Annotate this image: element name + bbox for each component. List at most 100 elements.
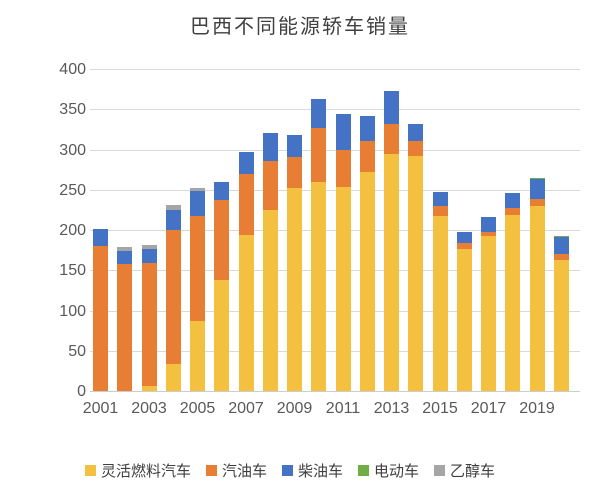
legend-item-乙醇车: 乙醇车 xyxy=(434,460,495,481)
bar-segment-2004-汽油车 xyxy=(165,230,181,365)
gridline-50 xyxy=(90,350,580,352)
x-tick-label-2005: 2005 xyxy=(179,400,216,417)
x-tick-label-2013: 2013 xyxy=(373,400,410,417)
legend-swatch-icon xyxy=(84,465,96,476)
y-tick-label-200: 200 xyxy=(59,222,86,239)
x-tick-label-2009: 2009 xyxy=(276,400,313,417)
legend-label: 乙醇车 xyxy=(450,463,496,480)
legend-label: 柴油车 xyxy=(297,463,343,480)
y-tick-label-50: 50 xyxy=(68,342,86,360)
bar-segment-2019-柴油车 xyxy=(529,179,545,200)
legend-item-电动车: 电动车 xyxy=(358,460,419,481)
bar-segment-2008-汽油车 xyxy=(262,160,278,210)
x-tick-label-2017: 2017 xyxy=(470,400,507,417)
bar-2007 xyxy=(238,151,254,391)
bar-segment-2017-灵活燃料汽车 xyxy=(481,236,496,391)
bar-segment-2006-汽油车 xyxy=(214,200,230,280)
bar-2014 xyxy=(408,123,424,391)
bar-segment-2002-柴油车 xyxy=(117,250,133,264)
legend-label: 灵活燃料汽车 xyxy=(100,463,191,480)
bar-segment-2006-柴油车 xyxy=(214,181,230,201)
bar-segment-2003-柴油车 xyxy=(141,248,157,264)
x-tick-label-2001: 2001 xyxy=(82,400,119,417)
bar-segment-2012-汽油车 xyxy=(359,141,375,173)
bar-segment-2014-灵活燃料汽车 xyxy=(408,155,424,391)
bar-2009 xyxy=(287,135,302,391)
x-tick-label-2003: 2003 xyxy=(131,400,167,417)
y-tick-label-300: 300 xyxy=(59,141,86,159)
bar-segment-2001-柴油车 xyxy=(93,229,108,247)
bar-segment-2008-柴油车 xyxy=(262,133,278,161)
bar-segment-2011-柴油车 xyxy=(335,114,351,151)
bar-segment-2013-灵活燃料汽车 xyxy=(384,154,399,391)
bar-segment-2003-乙醇车 xyxy=(141,244,157,249)
bar-segment-2007-灵活燃料汽车 xyxy=(238,234,254,391)
legend-item-汽油车: 汽油车 xyxy=(205,460,267,481)
bar-segment-2004-乙醇车 xyxy=(165,205,181,210)
bar-segment-2016-灵活燃料汽车 xyxy=(456,249,472,391)
legend-swatch-icon xyxy=(358,465,369,476)
legend-swatch-icon xyxy=(434,465,446,476)
bar-2005 xyxy=(190,188,205,391)
bar-2002 xyxy=(117,246,133,391)
bar-segment-2010-汽油车 xyxy=(311,127,327,182)
bar-segment-2003-汽油车 xyxy=(141,263,157,387)
x-axis-line xyxy=(90,391,580,392)
gridline-250 xyxy=(90,189,580,191)
x-tick-label-2007: 2007 xyxy=(228,400,264,417)
y-tick-label-100: 100 xyxy=(59,302,86,320)
bar-2003 xyxy=(141,244,157,391)
bar-2015 xyxy=(432,192,448,391)
bar-segment-2014-汽油车 xyxy=(408,140,424,156)
bar-2018 xyxy=(505,193,521,391)
bar-segment-2004-柴油车 xyxy=(165,209,181,231)
bar-2001 xyxy=(93,229,108,391)
bar-segment-2020-柴油车 xyxy=(553,237,569,255)
bar-segment-2018-柴油车 xyxy=(505,193,521,209)
bar-segment-2015-柴油车 xyxy=(432,192,448,206)
legend-swatch-icon xyxy=(205,465,217,476)
bar-segment-2011-汽油车 xyxy=(335,150,351,188)
bar-segment-2003-灵活燃料汽车 xyxy=(141,386,157,391)
bar-segment-2005-汽油车 xyxy=(190,215,205,321)
y-tick-label-350: 350 xyxy=(59,101,86,119)
bar-segment-2019-汽油车 xyxy=(529,199,545,206)
y-tick-label-0: 0 xyxy=(77,383,86,400)
bar-2008 xyxy=(262,133,278,391)
bar-2019 xyxy=(529,177,545,391)
bar-2016 xyxy=(456,232,472,391)
legend-item-灵活燃料汽车: 灵活燃料汽车 xyxy=(84,460,191,481)
x-tick-label-2019: 2019 xyxy=(519,400,555,417)
bar-segment-2019-灵活燃料汽车 xyxy=(529,205,545,391)
legend-label: 电动车 xyxy=(374,463,420,480)
legend-swatch-icon xyxy=(281,465,293,476)
gridline-350 xyxy=(90,109,580,111)
bar-2012 xyxy=(359,115,375,391)
gridline-300 xyxy=(90,149,580,151)
bar-segment-2005-乙醇车 xyxy=(190,188,205,191)
bar-segment-2010-柴油车 xyxy=(311,98,327,128)
bar-segment-2017-汽油车 xyxy=(481,232,496,237)
bar-segment-2016-柴油车 xyxy=(456,232,472,243)
bar-segment-2020-灵活燃料汽车 xyxy=(553,259,569,391)
bar-segment-2020-电动车 xyxy=(553,235,569,238)
bar-segment-2018-灵活燃料汽车 xyxy=(505,214,521,391)
bar-segment-2017-柴油车 xyxy=(481,217,496,233)
gridline-100 xyxy=(90,310,580,312)
chart-title: 巴西不同能源轿车销量 xyxy=(190,16,410,38)
bar-segment-2010-灵活燃料汽车 xyxy=(311,181,327,391)
bar-2010 xyxy=(311,98,327,391)
bar-2011 xyxy=(335,114,351,391)
y-tick-label-400: 400 xyxy=(59,61,86,78)
bar-segment-2018-汽油车 xyxy=(505,208,521,215)
bar-2020 xyxy=(553,235,569,391)
bar-segment-2009-灵活燃料汽车 xyxy=(287,188,302,391)
bar-segment-2012-柴油车 xyxy=(359,115,375,142)
plot-area xyxy=(90,69,580,392)
bar-segment-2015-汽油车 xyxy=(432,205,448,217)
bar-segment-2006-灵活燃料汽车 xyxy=(214,279,230,391)
bar-segment-2002-乙醇车 xyxy=(117,246,133,251)
bar-segment-2014-柴油车 xyxy=(408,123,424,141)
bar-segment-2013-柴油车 xyxy=(384,90,399,124)
bar-segment-2008-灵活燃料汽车 xyxy=(262,209,278,391)
